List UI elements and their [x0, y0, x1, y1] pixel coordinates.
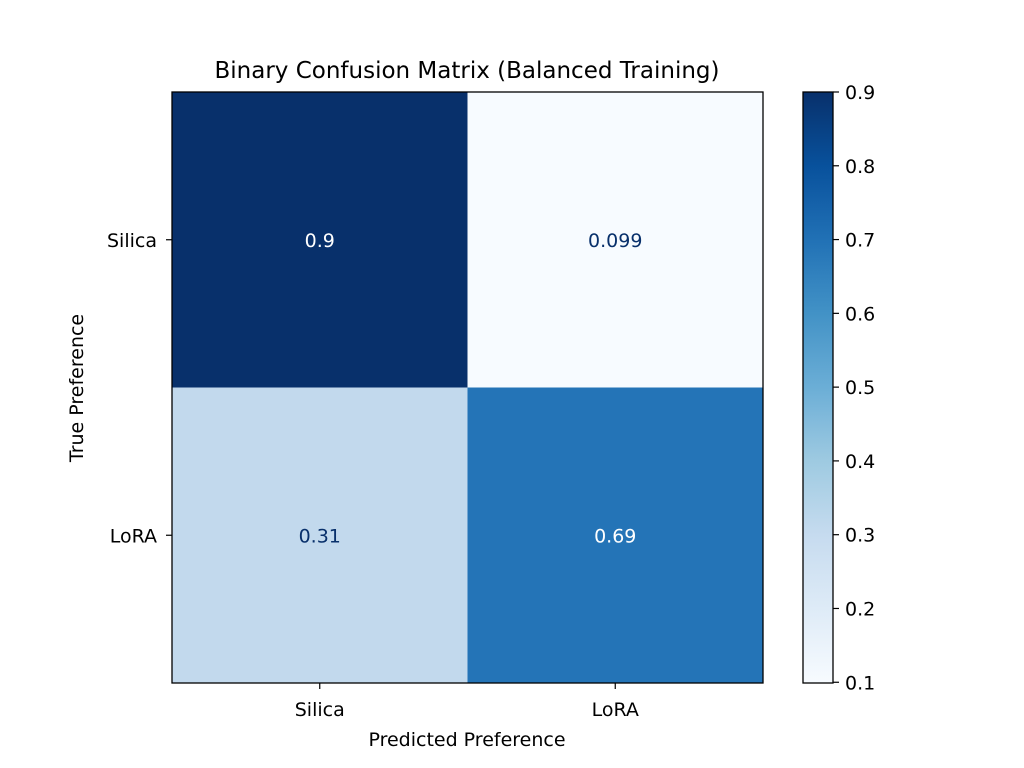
heatmap-cell — [172, 92, 468, 388]
colorbar-tick-label: 0.3 — [845, 525, 875, 547]
heatmap-cell — [172, 387, 468, 684]
cell-value-label: 0.099 — [588, 230, 642, 252]
colorbar-tick-label: 0.6 — [845, 303, 875, 325]
x-axis-label: Predicted Preference — [368, 729, 565, 751]
cell-value-label: 0.69 — [594, 525, 636, 547]
x-tick-label: LoRA — [592, 699, 639, 721]
heatmap-cell — [467, 92, 764, 388]
cell-value-labels: 0.9 0.099 0.31 0.69 — [299, 230, 643, 548]
x-axis-ticks: Silica LoRA — [295, 683, 639, 721]
colorbar-tick-label: 0.9 — [845, 82, 875, 104]
y-axis-ticks: Silica LoRA — [107, 230, 172, 547]
x-tick-label: Silica — [295, 699, 345, 721]
colorbar-tick-label: 0.2 — [845, 598, 875, 620]
heatmap-cell — [467, 387, 764, 684]
plot-frame — [171, 91, 764, 684]
cell-value-label: 0.31 — [299, 525, 341, 547]
chart-title: Binary Confusion Matrix (Balanced Traini… — [214, 58, 719, 84]
colorbar-tick-label: 0.4 — [845, 451, 875, 473]
colorbar — [802, 91, 834, 684]
y-axis-label: True Preference — [66, 314, 88, 463]
heatmap-cells — [172, 92, 764, 684]
cell-value-label: 0.9 — [305, 230, 335, 252]
colorbar-ticks: 0.1 0.2 0.3 0.4 0.5 0.6 0.7 0.8 0.9 — [833, 82, 875, 694]
colorbar-tick-label: 0.7 — [845, 230, 875, 252]
colorbar-tick-label: 0.1 — [845, 672, 875, 694]
colorbar-tick-label: 0.8 — [845, 156, 875, 178]
colorbar-tick-label: 0.5 — [845, 377, 875, 399]
y-tick-label: Silica — [107, 230, 157, 252]
y-tick-label: LoRA — [110, 525, 157, 547]
